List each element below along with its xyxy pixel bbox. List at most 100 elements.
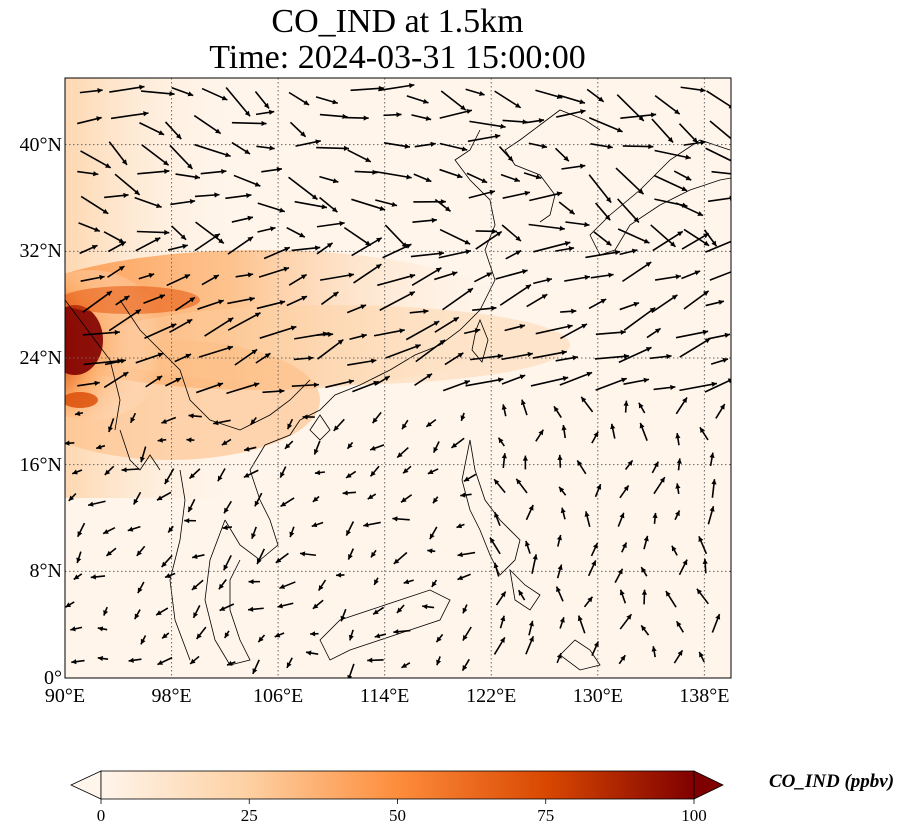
wind-arrow	[108, 418, 115, 433]
wind-arrow	[520, 399, 528, 416]
wind-arrow	[533, 241, 571, 253]
wind-arrow	[681, 270, 701, 280]
wind-arrow	[71, 659, 85, 665]
wind-arrow	[262, 388, 285, 394]
wind-arrow	[617, 228, 650, 244]
wind-arrow	[665, 590, 677, 608]
wind-arrow	[558, 486, 567, 496]
wind-arrow	[286, 226, 306, 238]
wind-arrow	[299, 551, 317, 557]
wind-arrow	[252, 659, 260, 675]
wind-arrow	[255, 109, 275, 116]
wind-arrow	[141, 90, 175, 97]
wind-arrow	[108, 308, 142, 332]
wind-arrow	[166, 273, 191, 287]
wind-arrow	[493, 562, 500, 577]
wind-arrow	[258, 266, 290, 278]
wind-arrow	[255, 352, 271, 364]
wind-arrow	[495, 591, 507, 606]
wind-arrow	[675, 329, 709, 339]
wind-arrow	[531, 554, 538, 574]
wind-arrow	[128, 657, 142, 663]
wind-arrow	[129, 412, 137, 424]
wind-arrow	[396, 604, 405, 614]
wind-arrow	[465, 377, 504, 387]
wind-arrow	[279, 581, 296, 590]
wind-arrow	[90, 574, 106, 580]
wind-arrow	[619, 589, 627, 604]
wind-arrow	[580, 396, 594, 413]
wind-arrow	[325, 379, 355, 389]
wind-arrow	[256, 145, 275, 151]
wind-arrow	[103, 606, 109, 616]
wind-arrow	[261, 166, 283, 173]
wind-arrow	[591, 431, 599, 444]
wind-arrow	[377, 273, 416, 287]
wind-arrow	[610, 423, 616, 439]
wind-arrow	[195, 382, 224, 394]
wind-arrow	[434, 198, 452, 212]
wind-vectors	[65, 83, 731, 678]
colorbar-tick-label: 0	[96, 806, 106, 825]
wind-arrow	[136, 545, 146, 557]
wind-arrow	[161, 632, 170, 640]
wind-arrow	[288, 91, 310, 106]
wind-arrow	[588, 298, 607, 310]
wind-arrow	[392, 516, 410, 522]
wind-arrow	[413, 199, 446, 205]
wind-arrow	[227, 312, 261, 331]
wind-arrow	[157, 437, 167, 443]
wind-arrow	[110, 111, 149, 120]
wind-arrow	[164, 572, 176, 579]
wind-arrow	[501, 351, 534, 361]
wind-arrow	[708, 332, 731, 340]
wind-arrow	[475, 228, 498, 234]
wind-arrow	[378, 83, 415, 92]
wind-arrow	[462, 626, 472, 641]
wind-arrow	[243, 446, 257, 452]
wind-arrow	[559, 94, 586, 105]
wind-arrow	[558, 201, 576, 215]
x-tick-label: 98°E	[151, 685, 192, 707]
wind-arrow	[652, 230, 684, 252]
colorbar-gradient	[100, 770, 695, 800]
wind-arrow	[555, 246, 575, 252]
wind-arrow	[107, 241, 127, 253]
wind-arrow	[336, 572, 345, 578]
wind-arrow	[226, 382, 260, 395]
wind-arrow	[674, 510, 681, 521]
wind-arrow	[618, 346, 652, 364]
wind-arrow	[383, 141, 411, 149]
wind-arrow	[576, 459, 587, 475]
wind-arrow	[316, 220, 345, 228]
wind-arrow	[522, 455, 528, 470]
wind-arrow	[653, 384, 676, 391]
wind-arrow	[699, 426, 709, 441]
wind-arrow	[444, 352, 464, 366]
wind-arrow	[500, 173, 521, 183]
wind-arrow	[134, 196, 162, 209]
wind-arrow	[583, 596, 594, 608]
wind-arrow	[414, 141, 436, 148]
wind-arrow	[675, 396, 688, 415]
wind-arrow	[623, 306, 656, 331]
wind-arrow	[559, 616, 565, 629]
wind-arrow	[235, 272, 254, 278]
wind-arrow	[320, 291, 339, 306]
wind-arrow	[140, 635, 147, 645]
wind-arrow	[174, 353, 192, 363]
wind-arrow	[680, 86, 706, 93]
wind-arrow	[499, 284, 532, 306]
wind-arrow	[651, 294, 678, 314]
wind-arrow	[195, 221, 225, 245]
wind-arrow	[291, 245, 321, 252]
wind-arrow	[427, 548, 436, 554]
wind-arrow	[619, 301, 640, 311]
y-tick-label: 40°N	[19, 133, 62, 156]
wind-arrow	[353, 263, 382, 284]
wind-arrow	[709, 452, 715, 467]
wind-arrow	[654, 149, 691, 160]
wind-arrow	[319, 272, 355, 281]
wind-arrow	[557, 454, 563, 468]
wind-arrow	[305, 650, 319, 656]
